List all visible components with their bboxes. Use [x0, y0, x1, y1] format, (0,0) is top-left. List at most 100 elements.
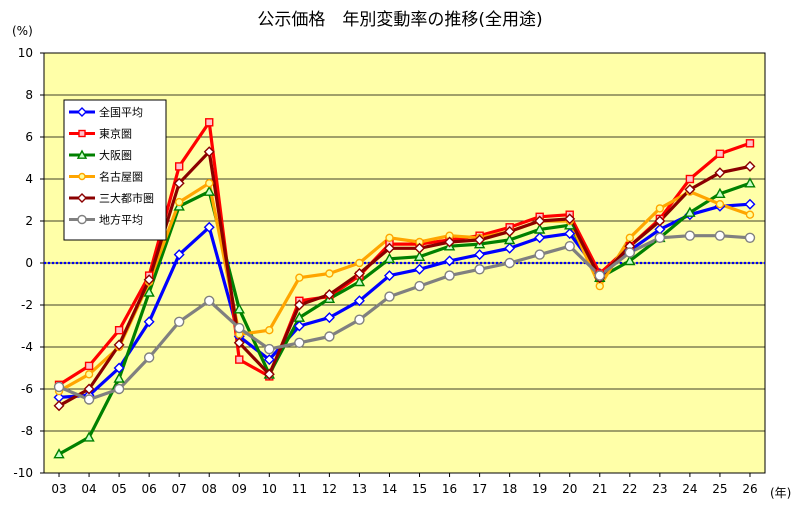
data-point	[745, 210, 755, 219]
data-point	[293, 320, 305, 332]
data-point	[414, 242, 426, 254]
data-point	[654, 232, 666, 244]
data-point	[534, 215, 546, 227]
y-tick-label: 8	[25, 88, 33, 102]
data-point	[78, 129, 86, 138]
data-point	[53, 448, 65, 459]
legend-label: 地方平均	[99, 213, 143, 227]
data-point	[173, 316, 185, 327]
data-point	[78, 172, 86, 181]
data-point	[745, 139, 755, 148]
data-point	[625, 233, 635, 243]
data-point	[715, 199, 725, 209]
data-point	[203, 221, 215, 233]
data-point	[474, 234, 486, 246]
x-tick-label: 16	[442, 482, 457, 496]
data-point	[624, 254, 636, 266]
data-point	[444, 255, 456, 267]
data-point	[233, 303, 245, 314]
legend-label: 大阪圏	[99, 148, 132, 162]
data-point	[444, 236, 456, 248]
data-point	[174, 197, 184, 207]
data-point	[53, 381, 65, 393]
data-point	[504, 257, 515, 269]
data-point	[293, 311, 306, 322]
data-point	[114, 326, 124, 335]
data-point	[264, 343, 275, 355]
y-tick-label: -2	[21, 298, 33, 312]
series-line-4	[58, 150, 751, 408]
legend-label: 名古屋圏	[99, 170, 143, 184]
data-point	[234, 322, 245, 334]
legend-label: 全国平均	[99, 105, 143, 119]
data-point	[595, 281, 604, 291]
x-unit-label: (年)	[770, 486, 791, 500]
data-point	[744, 160, 756, 172]
data-point	[655, 204, 665, 213]
data-point	[534, 249, 545, 260]
data-point	[474, 249, 486, 261]
data-point	[294, 337, 305, 348]
x-tick-label: 24	[682, 482, 697, 496]
data-point	[143, 286, 155, 297]
data-point	[77, 107, 87, 117]
data-point	[474, 264, 485, 275]
data-point	[715, 149, 725, 159]
data-point	[174, 162, 184, 171]
data-point	[325, 269, 334, 278]
data-point	[235, 355, 244, 364]
x-tick-label: 08	[202, 482, 217, 496]
data-point	[354, 314, 365, 325]
data-point	[84, 361, 94, 371]
x-tick-label: 25	[712, 482, 727, 496]
data-point	[714, 187, 726, 199]
data-point	[654, 215, 666, 227]
x-tick-label: 07	[172, 482, 187, 496]
data-point	[173, 177, 185, 189]
data-point	[383, 270, 395, 282]
data-point	[504, 242, 516, 254]
data-point	[84, 370, 94, 379]
x-tick-label: 11	[292, 482, 307, 496]
x-tick-label: 05	[111, 482, 126, 496]
data-point	[503, 233, 516, 245]
x-tick-label: 13	[352, 482, 367, 496]
data-point	[265, 326, 274, 335]
x-tick-label: 14	[382, 482, 397, 496]
data-point	[594, 270, 605, 281]
data-point	[113, 362, 125, 374]
data-point	[83, 394, 95, 405]
x-tick-label: 21	[592, 482, 607, 496]
y-tick-label: -6	[21, 382, 33, 396]
data-point	[385, 233, 394, 243]
data-point	[113, 383, 125, 395]
series-line-0	[58, 202, 751, 399]
data-point	[353, 268, 365, 279]
x-tick-label: 18	[502, 482, 517, 496]
data-point	[534, 232, 546, 244]
data-point	[77, 193, 87, 203]
data-point	[205, 118, 214, 127]
x-tick-label: 06	[142, 482, 157, 496]
data-point	[353, 275, 366, 287]
x-tick-label: 17	[472, 482, 487, 496]
data-point	[624, 247, 636, 258]
data-point	[504, 226, 516, 237]
x-tick-label: 15	[412, 482, 427, 496]
data-point	[143, 274, 155, 286]
series-line-2	[58, 181, 751, 456]
data-point	[83, 383, 95, 395]
data-point	[263, 368, 275, 380]
data-point	[263, 354, 275, 366]
y-tick-label: -4	[21, 340, 33, 354]
data-point	[143, 316, 155, 328]
data-point	[685, 174, 695, 184]
y-unit-label: (%)	[12, 24, 33, 38]
x-tick-label: 03	[51, 482, 66, 496]
data-point	[324, 331, 335, 342]
y-tick-label: 0	[25, 256, 33, 270]
data-point	[383, 242, 395, 254]
data-point	[533, 223, 546, 234]
data-point	[714, 230, 726, 241]
